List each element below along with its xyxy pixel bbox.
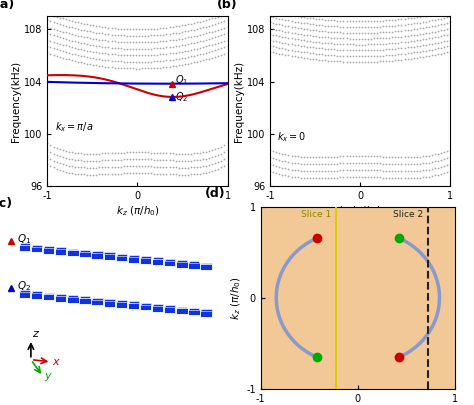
Bar — [43, 247, 54, 254]
Bar — [56, 294, 66, 296]
Bar — [55, 248, 66, 255]
Bar — [189, 261, 200, 263]
Bar — [141, 303, 151, 305]
Bar — [56, 247, 66, 249]
Text: Slice 1: Slice 1 — [301, 211, 332, 220]
Bar — [91, 252, 103, 259]
Bar — [67, 250, 79, 256]
Bar — [176, 261, 188, 268]
Bar — [128, 255, 139, 257]
Bar — [43, 294, 54, 300]
Text: $z$: $z$ — [32, 329, 40, 339]
Bar — [117, 254, 127, 256]
Bar — [140, 304, 151, 310]
Bar — [18, 291, 30, 298]
Bar — [55, 295, 66, 301]
Text: (b): (b) — [217, 0, 238, 11]
Bar — [79, 251, 91, 258]
Bar — [116, 301, 127, 308]
Bar — [128, 301, 139, 303]
Bar — [177, 307, 187, 309]
Text: $k_x=\pi/a$: $k_x=\pi/a$ — [55, 120, 93, 134]
X-axis label: $k_z$ ($\pi/h_0$): $k_z$ ($\pi/h_0$) — [338, 204, 382, 217]
Bar — [92, 251, 102, 253]
Bar — [164, 260, 175, 266]
Bar — [104, 299, 115, 301]
Y-axis label: Frequency(kHz): Frequency(kHz) — [11, 61, 21, 142]
Bar — [152, 258, 164, 265]
Bar — [44, 292, 54, 294]
Bar — [18, 245, 30, 251]
Bar — [201, 262, 211, 264]
Bar — [201, 310, 212, 317]
Bar — [103, 300, 115, 307]
Bar — [19, 243, 30, 245]
Bar — [152, 305, 164, 312]
Bar — [68, 249, 78, 250]
Text: $Q_2$: $Q_2$ — [17, 279, 31, 293]
Bar — [116, 255, 127, 261]
Text: $k_x=0$: $k_x=0$ — [277, 130, 307, 144]
Bar — [80, 250, 91, 252]
Bar — [19, 290, 30, 292]
Bar — [153, 258, 163, 259]
Y-axis label: Frequency(kHz): Frequency(kHz) — [234, 61, 244, 142]
Text: $Q_1$: $Q_1$ — [175, 73, 189, 87]
Bar — [31, 292, 42, 299]
Bar — [188, 309, 200, 315]
Bar — [153, 304, 163, 306]
Bar — [31, 246, 42, 252]
Bar — [104, 252, 115, 254]
Bar — [128, 303, 139, 309]
Bar — [80, 296, 91, 298]
Bar — [177, 260, 187, 262]
Bar — [165, 259, 175, 260]
Bar — [32, 245, 42, 247]
Bar — [67, 296, 79, 303]
Y-axis label: $k_z$ ($\pi/h_0$): $k_z$ ($\pi/h_0$) — [230, 276, 244, 320]
Bar — [128, 256, 139, 262]
Bar — [32, 291, 42, 293]
Bar — [164, 307, 175, 313]
Bar — [188, 262, 200, 269]
Bar — [92, 298, 102, 300]
Bar — [165, 305, 175, 307]
Text: $Q_2$: $Q_2$ — [175, 90, 189, 104]
Bar — [44, 246, 54, 248]
Bar — [117, 300, 127, 302]
Text: (a): (a) — [0, 0, 15, 11]
Bar — [140, 257, 151, 264]
Text: (d): (d) — [205, 188, 226, 200]
Bar — [141, 256, 151, 258]
X-axis label: $k_z$ ($\pi/h_0$): $k_z$ ($\pi/h_0$) — [116, 204, 159, 217]
Bar — [68, 295, 78, 297]
Bar — [201, 309, 211, 311]
Text: $y$: $y$ — [44, 371, 53, 383]
Bar — [189, 308, 200, 310]
Bar — [103, 254, 115, 260]
Text: Slice 2: Slice 2 — [393, 211, 423, 220]
Bar — [91, 299, 103, 305]
Bar — [176, 308, 188, 314]
Bar — [201, 264, 212, 270]
Bar — [79, 298, 91, 304]
Text: (c): (c) — [0, 197, 13, 210]
Text: $x$: $x$ — [53, 357, 61, 367]
Text: $Q_1$: $Q_1$ — [17, 232, 31, 247]
